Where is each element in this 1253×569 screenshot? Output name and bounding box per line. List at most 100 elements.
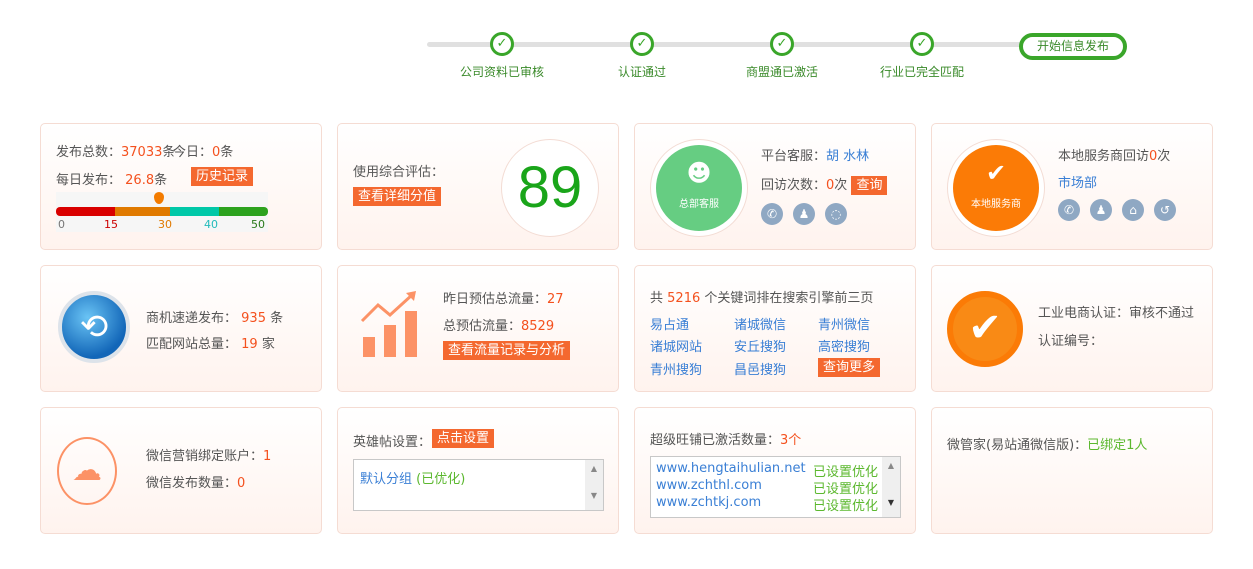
history-button[interactable]: 历史记录 — [191, 167, 254, 186]
phone-icon[interactable]: ✆ — [1058, 199, 1080, 221]
hq-service-card: ☻ 总部客服 平台客服：胡 水林 回访次数：0次 查询 ✆ ♟ ◌ — [634, 123, 916, 250]
hq-visits: 回访次数：0次 查询 — [761, 174, 888, 195]
cert-number: 认证编号： — [1038, 334, 1104, 349]
keywords-summary: 共 5216 个关键词排在搜索引擎前三页 — [650, 291, 874, 306]
keyword-link[interactable]: 易占通 — [650, 318, 690, 333]
cert-status: 工业电商认证：审核不通过 — [1038, 306, 1195, 321]
biz-publish: 商机速递发布： 935 条 — [146, 311, 284, 326]
gauge-pointer-icon — [153, 192, 164, 204]
total-traffic: 总预估流量：8529 — [443, 319, 555, 334]
shop-url-link[interactable]: www.zchtkj.com — [656, 495, 762, 510]
scale-label: 40 — [204, 218, 218, 231]
certification-seal-icon: ✔ — [947, 291, 1023, 367]
history-icon[interactable]: ↺ — [1154, 199, 1176, 221]
hq-contact: 平台客服：胡 水林 — [761, 149, 870, 164]
scrollbar[interactable]: ▲ ▼ — [882, 457, 900, 517]
hero-card: 英雄帖设置： 点击设置 默认分组 (已优化) ▲ ▼ — [337, 407, 619, 534]
scale-label: 50 — [251, 218, 265, 231]
step-4: ✓ 行业已完全匹配 — [862, 32, 982, 80]
local-visits: 本地服务商回访0次 — [1058, 149, 1171, 164]
keyword-link[interactable]: 诸城网站 — [650, 340, 703, 355]
shop-status: 已设置优化 — [813, 482, 879, 497]
step-2: ✓ 认证通过 — [582, 32, 702, 80]
local-service-card: ✔ 本地服务商 本地服务商回访0次 市场部 ✆ ♟ ⌂ ↺ — [931, 123, 1213, 250]
keyword-link[interactable]: 高密搜狗 — [818, 340, 871, 355]
check-icon: ✓ — [770, 32, 794, 56]
check-icon: ✓ — [910, 32, 934, 56]
dept-link[interactable]: 市场部 — [1058, 176, 1098, 191]
today-publish: 今日：0条 — [173, 145, 234, 160]
keyword-link[interactable]: 青州搜狗 — [650, 363, 703, 378]
wx-manager-status: 微管家(易站通微信版)：已绑定1人 — [947, 438, 1148, 453]
local-badge-label: 本地服务商 — [971, 199, 1021, 210]
local-badge: ✔ 本地服务商 — [953, 145, 1039, 231]
shop-status: 已设置优化 — [813, 499, 879, 514]
daily-publish: 每日发布： 26.8条 — [56, 173, 168, 188]
wechat-publish: 微信发布数量：0 — [146, 476, 246, 491]
keywords-card: 共 5216 个关键词排在搜索引擎前三页 易占通 诸城微信 青州微信 诸城网站 … — [634, 265, 916, 392]
traffic-analysis-button[interactable]: 查看流量记录与分析 — [443, 341, 571, 360]
yesterday-traffic: 昨日预估总流量：27 — [443, 292, 564, 307]
daily-gauge: 0 15 30 40 50 — [56, 192, 268, 232]
score-value: 89 — [501, 139, 599, 237]
scale-label: 15 — [104, 218, 118, 231]
step-label: 认证通过 — [617, 65, 666, 79]
check-icon: ✓ — [630, 32, 654, 56]
progress-steps: ✓ 公司资料已审核 ✓ 认证通过 ✓ 商盟通已激活 ✓ 行业已完全匹配 开始信息发布 — [427, 32, 1127, 82]
step-1: ✓ 公司资料已审核 — [442, 32, 562, 80]
phone-icon[interactable]: ✆ — [761, 203, 783, 225]
biz-card: ⟲ 商机速递发布： 935 条 匹配网站总量： 19 家 — [40, 265, 322, 392]
chat-icon[interactable]: ◌ — [825, 203, 847, 225]
wechat-accounts: 微信营销绑定账户：1 — [146, 449, 272, 464]
hq-name-link[interactable]: 胡 水林 — [826, 149, 870, 164]
total-publish: 发布总数：37033条 — [56, 145, 176, 160]
group-item[interactable]: 默认分组 (已优化) — [360, 472, 466, 487]
hq-badge-label: 总部客服 — [679, 199, 719, 210]
local-badge-ring: ✔ 本地服务商 — [947, 139, 1045, 237]
shop-url-link[interactable]: www.hengtaihulian.net — [656, 461, 806, 476]
headset-icon: ☻ — [686, 159, 712, 187]
query-more-button[interactable]: 查询更多 — [818, 358, 881, 377]
hero-group-list[interactable]: 默认分组 (已优化) ▲ ▼ — [353, 459, 604, 511]
scale-label: 30 — [158, 218, 172, 231]
qq-icon[interactable]: ♟ — [1090, 199, 1112, 221]
progress-track — [427, 42, 1027, 47]
scrollbar[interactable]: ▲ ▼ — [585, 460, 603, 510]
publish-card: 发布总数：37033条 今日：0条 每日发布： 26.8条 历史记录 0 15 … — [40, 123, 322, 250]
cert-card: ✔ 工业电商认证：审核不通过 认证编号： — [931, 265, 1213, 392]
check-icon: ✓ — [490, 32, 514, 56]
query-button[interactable]: 查询 — [851, 176, 888, 195]
hero-settings-button[interactable]: 点击设置 — [432, 429, 495, 448]
person-check-icon: ✔ — [985, 159, 1007, 187]
hq-badge: ☻ 总部客服 — [656, 145, 742, 231]
shop-url-link[interactable]: www.zchthl.com — [656, 478, 762, 493]
keyword-link[interactable]: 昌邑搜狗 — [734, 363, 787, 378]
shops-count: 超级旺铺已激活数量：3个 — [650, 433, 802, 448]
hq-badge-ring: ☻ 总部客服 — [650, 139, 748, 237]
keyword-link[interactable]: 诸城微信 — [734, 318, 787, 333]
score-card: 使用综合评估： 查看详细分值 89 — [337, 123, 619, 250]
step-label: 行业已完全匹配 — [879, 65, 964, 79]
qq-icon[interactable]: ♟ — [793, 203, 815, 225]
wechat-card: ☁ 微信营销绑定账户：1 微信发布数量：0 — [40, 407, 322, 534]
home-icon[interactable]: ⌂ — [1122, 199, 1144, 221]
wx-manager-card: 微管家(易站通微信版)：已绑定1人 — [931, 407, 1213, 534]
biz-sites: 匹配网站总量： 19 家 — [146, 337, 275, 352]
wechat-icon: ☁ — [57, 437, 117, 505]
score-detail-button[interactable]: 查看详细分值 — [353, 187, 442, 206]
hero-label: 英雄帖设置： — [353, 435, 432, 450]
traffic-card: 昨日预估总流量：27 总预估流量：8529 查看流量记录与分析 — [337, 265, 619, 392]
keyword-link[interactable]: 青州微信 — [818, 318, 871, 333]
step-3: ✓ 商盟通已激活 — [722, 32, 842, 80]
score-label: 使用综合评估： — [353, 165, 445, 180]
shops-card: 超级旺铺已激活数量：3个 www.hengtaihulian.net 已设置优化… — [634, 407, 916, 534]
step-label: 商盟通已激活 — [745, 65, 818, 79]
scale-label: 0 — [58, 218, 65, 231]
shops-list[interactable]: www.hengtaihulian.net 已设置优化 www.zchthl.c… — [650, 456, 901, 518]
step-label: 公司资料已审核 — [459, 65, 544, 79]
shop-status: 已设置优化 — [813, 465, 879, 480]
start-publish-button[interactable]: 开始信息发布 — [1019, 33, 1127, 60]
refresh-icon: ⟲ — [58, 291, 130, 363]
keyword-link[interactable]: 安丘搜狗 — [734, 340, 787, 355]
trend-chart-icon — [360, 291, 417, 357]
